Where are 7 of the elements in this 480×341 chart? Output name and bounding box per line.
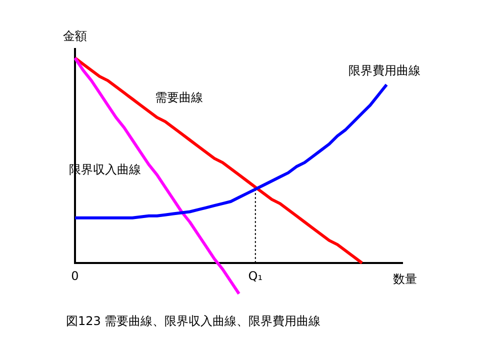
x-tick-label: Q₁ bbox=[248, 269, 263, 283]
series-label: 限界費用曲線 bbox=[348, 64, 421, 78]
caption: 図123 需要曲線、限界収入曲線、限界費用曲線 bbox=[66, 314, 321, 328]
x-tick-label: 0 bbox=[71, 269, 79, 283]
series-label: 需要曲線 bbox=[154, 90, 203, 104]
y-axis-title: 金額 bbox=[63, 29, 87, 43]
x-axis-title: 数量 bbox=[393, 272, 417, 286]
